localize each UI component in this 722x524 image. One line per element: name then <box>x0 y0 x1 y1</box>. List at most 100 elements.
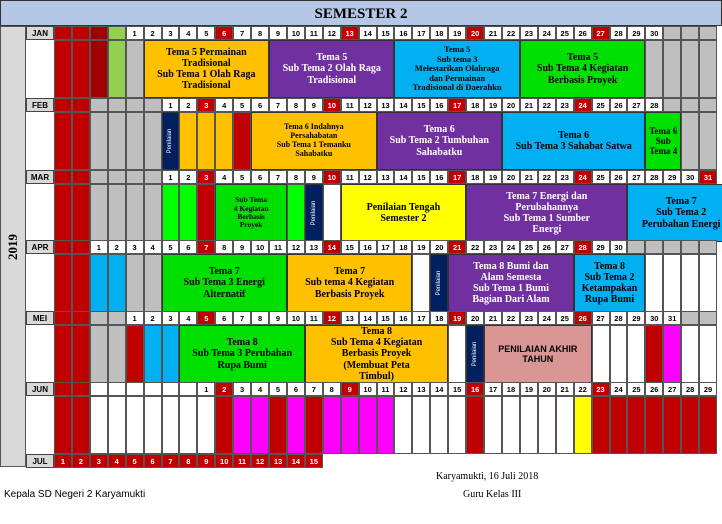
schedule-cell <box>54 396 72 454</box>
schedule-cell <box>663 40 682 98</box>
day-number-cell: 23 <box>519 311 538 325</box>
day-number-cell <box>89 26 108 40</box>
month-label-mar: MAR <box>26 170 54 184</box>
block-text-line: Rupa Bumi <box>584 294 635 306</box>
schedule-cell <box>681 396 700 454</box>
schedule-cell <box>197 396 216 454</box>
day-number-cell: 30 <box>645 26 664 40</box>
day-number-cell: 14 <box>394 98 413 112</box>
day-number-cell: 4 <box>107 454 126 468</box>
schedule-cell <box>430 396 449 454</box>
mar-tema7-st2: Tema 7 Sub Tema 2 Perubahan Energi <box>627 184 722 242</box>
day-number-cell: 25 <box>555 26 574 40</box>
day-number-cell: 8 <box>286 170 305 184</box>
day-number-cell: 26 <box>645 382 664 396</box>
schedule-cell <box>161 396 180 454</box>
month-label-mei: MEI <box>26 311 54 325</box>
day-number-cell: 5 <box>125 454 144 468</box>
day-number-cell: 22 <box>502 26 520 40</box>
day-number-cell: 8 <box>215 240 234 254</box>
schedule-cell <box>107 254 126 312</box>
day-number-cell: 1 <box>125 26 144 40</box>
day-number-cell: 27 <box>591 311 610 325</box>
schedule-cell <box>484 396 502 454</box>
day-number-cell: 11 <box>376 382 395 396</box>
penilaian-label: Penilaian <box>310 200 317 226</box>
day-number-cell: 5 <box>161 240 180 254</box>
schedule-cell <box>412 254 431 312</box>
block-text-line: 4 Kegiatan <box>233 203 269 213</box>
block-text-line: dan Permainan <box>429 72 486 83</box>
schedule-cell <box>89 325 108 383</box>
block-text-line: Berbasis Proyek <box>341 348 412 360</box>
day-number-cell: 29 <box>663 170 682 184</box>
day-number-cell <box>54 382 72 396</box>
day-number-cell: 9 <box>304 98 323 112</box>
day-number-cell: 25 <box>591 98 610 112</box>
block-text-line: Persahabatan <box>290 131 338 141</box>
day-number-cell: 12 <box>358 98 377 112</box>
day-number-cell: 22 <box>537 170 556 184</box>
day-number-cell <box>681 26 700 40</box>
feb-penilaian: Penilaian <box>161 112 180 170</box>
day-number-cell: 17 <box>448 170 467 184</box>
day-number-cell: 22 <box>537 98 556 112</box>
day-number-cell: 16 <box>466 382 485 396</box>
schedule-cell <box>269 396 287 454</box>
day-number-cell: 5 <box>233 98 252 112</box>
day-number-cell: 8 <box>179 454 198 468</box>
day-number-cell: 12 <box>358 170 377 184</box>
day-number-cell <box>89 382 108 396</box>
schedule-cell <box>466 396 485 454</box>
block-text-line: Sub Tema 2 Tumbuhan <box>389 135 489 147</box>
day-number-cell: 27 <box>663 382 682 396</box>
schedule-cell <box>215 112 234 170</box>
day-number-cell: 11 <box>269 240 287 254</box>
block-text-line: Sahabatku <box>416 146 463 158</box>
block-text-line: Alam Semesta <box>480 271 542 283</box>
schedule-cell <box>179 112 198 170</box>
day-number-cell: 29 <box>627 26 646 40</box>
schedule-cell <box>645 254 664 312</box>
day-number-cell: 4 <box>215 98 234 112</box>
feb-tema6-st2: Tema 6 Sub Tema 2 Tumbuhan Sahabatku <box>376 112 502 170</box>
day-number-cell: 10 <box>322 170 341 184</box>
apr-tema8-st1: Tema 8 Bumi dan Alam Semesta Sub Tema 1 Bu… <box>448 254 574 312</box>
day-number-cell: 7 <box>197 240 216 254</box>
day-number-cell: 2 <box>71 454 90 468</box>
block-text-line: Sub Tema 1 Bumi <box>473 283 549 294</box>
schedule-cell <box>89 40 108 98</box>
schedule-cell <box>251 396 270 454</box>
day-number-cell: 18 <box>466 170 485 184</box>
schedule-cell <box>286 396 305 454</box>
day-number-cell: 9 <box>269 26 287 40</box>
day-number-cell: 5 <box>269 382 287 396</box>
block-text-line: Tema 5 <box>444 44 471 55</box>
block-text-line: Rupa Bumi <box>217 359 267 371</box>
day-number-cell: 25 <box>627 382 646 396</box>
day-number-cell: 30 <box>645 311 664 325</box>
schedule-cell <box>609 396 628 454</box>
schedule-cell <box>179 396 198 454</box>
day-number-cell: 28 <box>645 170 664 184</box>
day-number-cell <box>71 382 90 396</box>
apr-tema7-st4: Tema 7 Sub tema 4 Kegiatan Berbasis Proyek <box>286 254 413 312</box>
day-number-cell: 24 <box>502 240 520 254</box>
day-number-cell: 1 <box>89 240 108 254</box>
schedule-cell <box>71 40 90 98</box>
day-number-cell: 12 <box>322 26 341 40</box>
day-number-cell: 15 <box>340 240 359 254</box>
day-number-cell <box>89 311 108 325</box>
schedule-cell <box>125 254 144 312</box>
day-number-cell: 8 <box>286 98 305 112</box>
day-number-cell: 22 <box>502 311 520 325</box>
day-number-cell <box>71 240 90 254</box>
day-number-cell <box>125 382 144 396</box>
schedule-cell <box>54 254 72 312</box>
block-text-line: Sub tema 4 Kegiatan <box>305 277 395 289</box>
day-number-cell: 24 <box>609 382 628 396</box>
block-text-line: Sub Tema 4 Kegiatan <box>330 337 423 349</box>
day-number-cell: 23 <box>484 240 502 254</box>
block-text-line: Ketampakan <box>581 283 638 294</box>
schedule-cell <box>663 254 682 312</box>
